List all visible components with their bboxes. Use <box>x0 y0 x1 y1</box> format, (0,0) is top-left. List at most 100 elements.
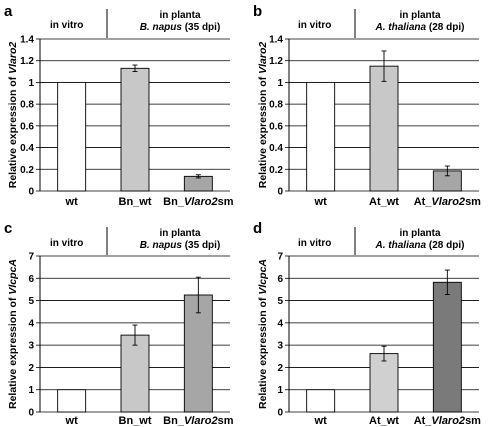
y-tick-label: 1.2 <box>269 56 283 67</box>
header-in-planta: in planta <box>399 228 441 239</box>
header-host: B. napus (35 dpi) <box>140 240 221 251</box>
panel-letter: d <box>253 220 262 237</box>
y-tick-label: 7 <box>277 252 283 263</box>
bar <box>183 175 213 192</box>
header-in-vitro: in vitro <box>50 20 83 31</box>
header-host-species: A. thaliana <box>375 22 427 33</box>
x-category-label: At_Vlaro2sm <box>414 196 481 208</box>
y-tick-label: 1 <box>277 78 283 89</box>
header-in-vitro: in vitro <box>50 238 83 249</box>
y-tick-label: 2 <box>28 363 34 374</box>
x-category-text: At_ <box>414 415 433 427</box>
y-tick-label: 0.8 <box>20 100 34 111</box>
y-tick-label: 0.8 <box>269 100 283 111</box>
header-host: B. napus (35 dpi) <box>140 22 221 33</box>
y-tick-label: 1 <box>277 385 283 396</box>
bar <box>369 65 399 192</box>
y-tick-label: 0 <box>28 187 34 198</box>
header-in-planta: in planta <box>399 10 441 21</box>
y-axis-label-gene: VlcpcA <box>7 259 19 295</box>
y-tick-label: 0.2 <box>20 165 34 176</box>
x-category-gene: Vlaro2 <box>184 415 218 427</box>
y-tick-label: 2 <box>277 363 283 374</box>
y-tick-label: 1.4 <box>20 35 34 46</box>
y-tick-label: 3 <box>28 341 34 352</box>
header-host-species: B. napus <box>140 240 183 251</box>
bar <box>120 334 150 413</box>
x-category-label: At_Vlaro2sm <box>414 415 481 427</box>
header-host: A. thaliana (28 dpi) <box>375 22 465 33</box>
header-in-planta: in planta <box>159 228 201 239</box>
x-category-text: Bn_wt <box>119 196 152 208</box>
y-tick-label: 0.4 <box>20 143 34 154</box>
header-host-dpi: (35 dpi) <box>182 240 220 251</box>
x-category-text: Bn_wt <box>119 415 152 427</box>
y-tick-label: 0.4 <box>269 143 283 154</box>
x-category-label: wt <box>65 196 79 208</box>
y-axis-label: Relative expression of Vlaro2 <box>7 42 19 189</box>
x-category-suffix: sm <box>218 196 234 208</box>
bar <box>57 81 87 192</box>
bar <box>369 353 399 413</box>
y-tick-label: 6 <box>277 274 283 285</box>
x-category-label: Bn_wt <box>119 415 152 427</box>
y-tick-label: 3 <box>277 341 283 352</box>
x-category-text: At_wt <box>369 415 399 427</box>
bar <box>183 294 213 413</box>
y-tick-label: 1 <box>28 385 34 396</box>
bar <box>57 389 87 413</box>
y-axis-label: Relative expression of VlcpcA <box>7 259 19 409</box>
y-tick-label: 4 <box>28 318 34 329</box>
y-axis-label-text: Relative expression of <box>7 295 19 409</box>
x-category-label: At_wt <box>369 415 399 427</box>
y-tick-label: 4 <box>277 318 283 329</box>
y-tick-label: 1.4 <box>269 35 283 46</box>
x-category-text: wt <box>314 196 328 208</box>
header-in-vitro: in vitro <box>298 238 331 249</box>
header-host-species: B. napus <box>140 22 183 33</box>
y-tick-label: 0 <box>28 408 34 419</box>
panel-letter: b <box>253 3 262 20</box>
x-category-text: wt <box>314 415 328 427</box>
header-host-dpi: (28 dpi) <box>426 22 464 33</box>
x-category-text: At_ <box>414 196 433 208</box>
y-tick-label: 5 <box>277 296 283 307</box>
y-tick-label: 0 <box>277 187 283 198</box>
y-axis-label-text: Relative expression of <box>257 74 269 188</box>
x-category-text: wt <box>65 415 79 427</box>
panel-letter: c <box>4 220 12 237</box>
y-tick-label: 1 <box>28 78 34 89</box>
x-category-suffix: sm <box>465 196 481 208</box>
y-axis-label-gene: Vlaro2 <box>257 42 269 74</box>
y-tick-label: 0.6 <box>269 121 283 132</box>
x-category-label: Bn_Vlaro2sm <box>163 415 234 427</box>
x-category-text: Bn_ <box>163 415 185 427</box>
y-tick-label: 6 <box>28 274 34 285</box>
x-category-label: Bn_Vlaro2sm <box>163 196 234 208</box>
bar <box>306 389 336 413</box>
header-host-dpi: (28 dpi) <box>426 240 464 251</box>
bar <box>432 281 462 413</box>
x-category-label: wt <box>65 415 79 427</box>
header-in-vitro: in vitro <box>298 20 331 31</box>
bar <box>306 81 336 192</box>
y-axis-label-gene: Vlaro2 <box>7 42 19 74</box>
header-host-dpi: (35 dpi) <box>182 22 220 33</box>
y-axis-label-text: Relative expression of <box>257 295 269 409</box>
y-tick-label: 7 <box>28 252 34 263</box>
y-axis-label-text: Relative expression of <box>7 74 19 188</box>
y-axis-label: Relative expression of VlcpcA <box>257 259 269 409</box>
header-host-species: A. thaliana <box>375 240 427 251</box>
x-category-text: Bn_ <box>163 196 185 208</box>
x-category-suffix: sm <box>218 415 234 427</box>
x-category-text: wt <box>65 196 79 208</box>
x-category-suffix: sm <box>465 415 481 427</box>
x-category-text: At_wt <box>369 196 399 208</box>
x-category-gene: Vlaro2 <box>431 415 465 427</box>
y-axis-label-gene: VlcpcA <box>257 259 269 295</box>
x-category-label: wt <box>314 415 328 427</box>
